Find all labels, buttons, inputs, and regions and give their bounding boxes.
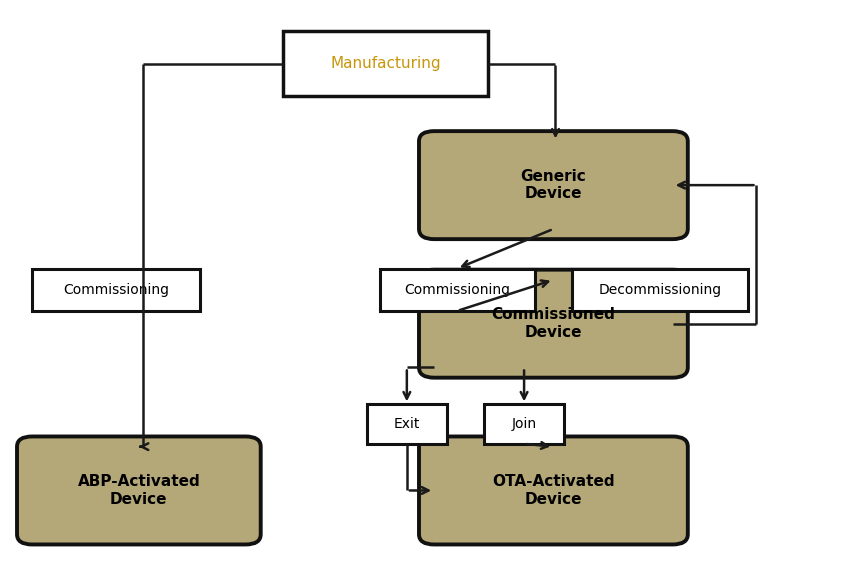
Text: Generic
Device: Generic Device (520, 169, 586, 202)
Text: Manufacturing: Manufacturing (330, 56, 441, 71)
Text: Exit: Exit (394, 417, 420, 431)
Text: Commissioning: Commissioning (404, 283, 510, 297)
FancyBboxPatch shape (283, 31, 488, 96)
FancyBboxPatch shape (17, 436, 260, 545)
Text: ABP-Activated
Device: ABP-Activated Device (78, 475, 201, 506)
Text: Commissioned
Device: Commissioned Device (491, 307, 615, 340)
FancyBboxPatch shape (379, 268, 534, 311)
FancyBboxPatch shape (485, 404, 564, 444)
FancyBboxPatch shape (419, 436, 688, 545)
FancyBboxPatch shape (419, 131, 688, 239)
FancyBboxPatch shape (419, 270, 688, 377)
FancyBboxPatch shape (572, 268, 748, 311)
Text: Commissioning: Commissioning (63, 283, 169, 297)
FancyBboxPatch shape (367, 404, 447, 444)
Text: OTA-Activated
Device: OTA-Activated Device (492, 475, 615, 506)
Text: Join: Join (512, 417, 537, 431)
Text: Decommissioning: Decommissioning (599, 283, 722, 297)
FancyBboxPatch shape (32, 268, 200, 311)
